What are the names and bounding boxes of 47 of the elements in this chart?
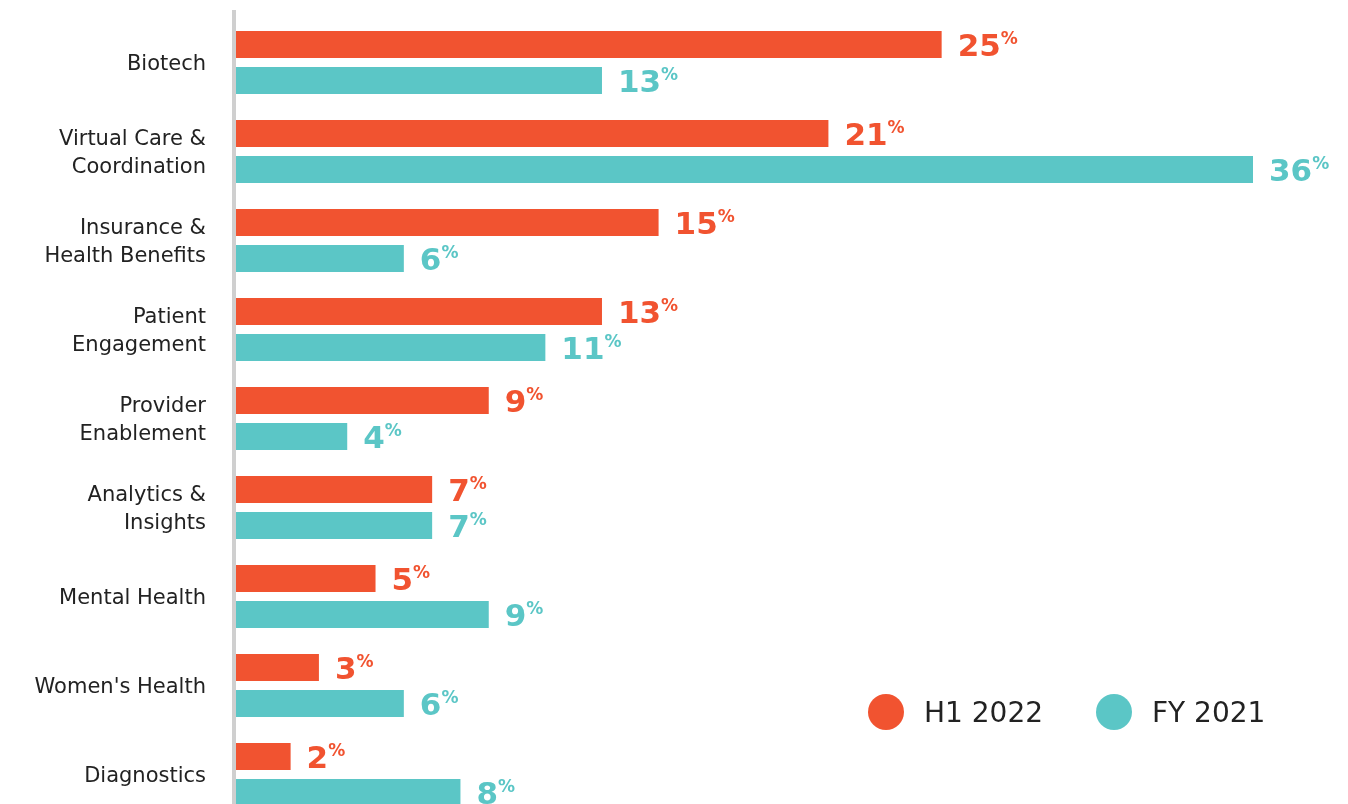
bar [234,245,404,272]
data-label: 11$^{%}$ [561,329,622,366]
data-label: 21$^{%}$ [844,115,905,152]
bar [234,209,659,236]
bar [234,654,319,681]
data-label: 13$^{%}$ [617,62,679,99]
data-label: 7$^{%}$ [448,471,487,508]
data-label: 25$^{%}$ [957,26,1018,63]
y-tick-label: Insurance & Health Benefits [44,214,206,267]
data-label: 4$^{%}$ [363,418,402,455]
bar [234,423,348,450]
bar [234,334,546,361]
data-label: 9$^{%}$ [504,596,544,633]
data-label: 36$^{%}$ [1269,151,1330,188]
bar [234,743,291,770]
bar [234,298,602,325]
bar [234,512,433,539]
legend-label: H1 2022 [924,696,1044,729]
y-tick-label: Patient Engagement [72,303,206,356]
y-tick-label: Diagnostics [84,762,206,787]
y-tick-label: Biotech [126,50,206,75]
y-tick-label: Provider Enablement [79,392,207,445]
bar [234,476,433,503]
bar [234,120,829,147]
data-label: 13$^{%}$ [617,293,679,330]
data-label: 5$^{%}$ [391,560,431,597]
data-label: 8$^{%}$ [476,774,516,804]
data-label: 3$^{%}$ [334,649,374,686]
bar [234,31,942,58]
data-label: 9$^{%}$ [504,382,544,419]
y-tick-label: Women's Health [34,673,206,698]
y-tick-label: Mental Health [59,584,206,609]
legend-label: FY 2021 [1152,696,1266,729]
y-tick-label: Virtual Care & Coordination [59,125,206,178]
data-label: 15$^{%}$ [674,204,735,241]
y-tick-label: Analytics & Insights [87,481,206,534]
data-label: 2$^{%}$ [306,738,346,775]
bar [234,67,602,94]
bar [234,387,489,414]
bar [234,690,404,717]
bar [234,779,461,804]
data-label: 6$^{%}$ [419,240,459,277]
bar [234,601,489,628]
data-label: 6$^{%}$ [419,685,459,722]
bar [234,565,376,592]
data-label: 7$^{%}$ [448,507,487,544]
bar [234,156,1253,183]
